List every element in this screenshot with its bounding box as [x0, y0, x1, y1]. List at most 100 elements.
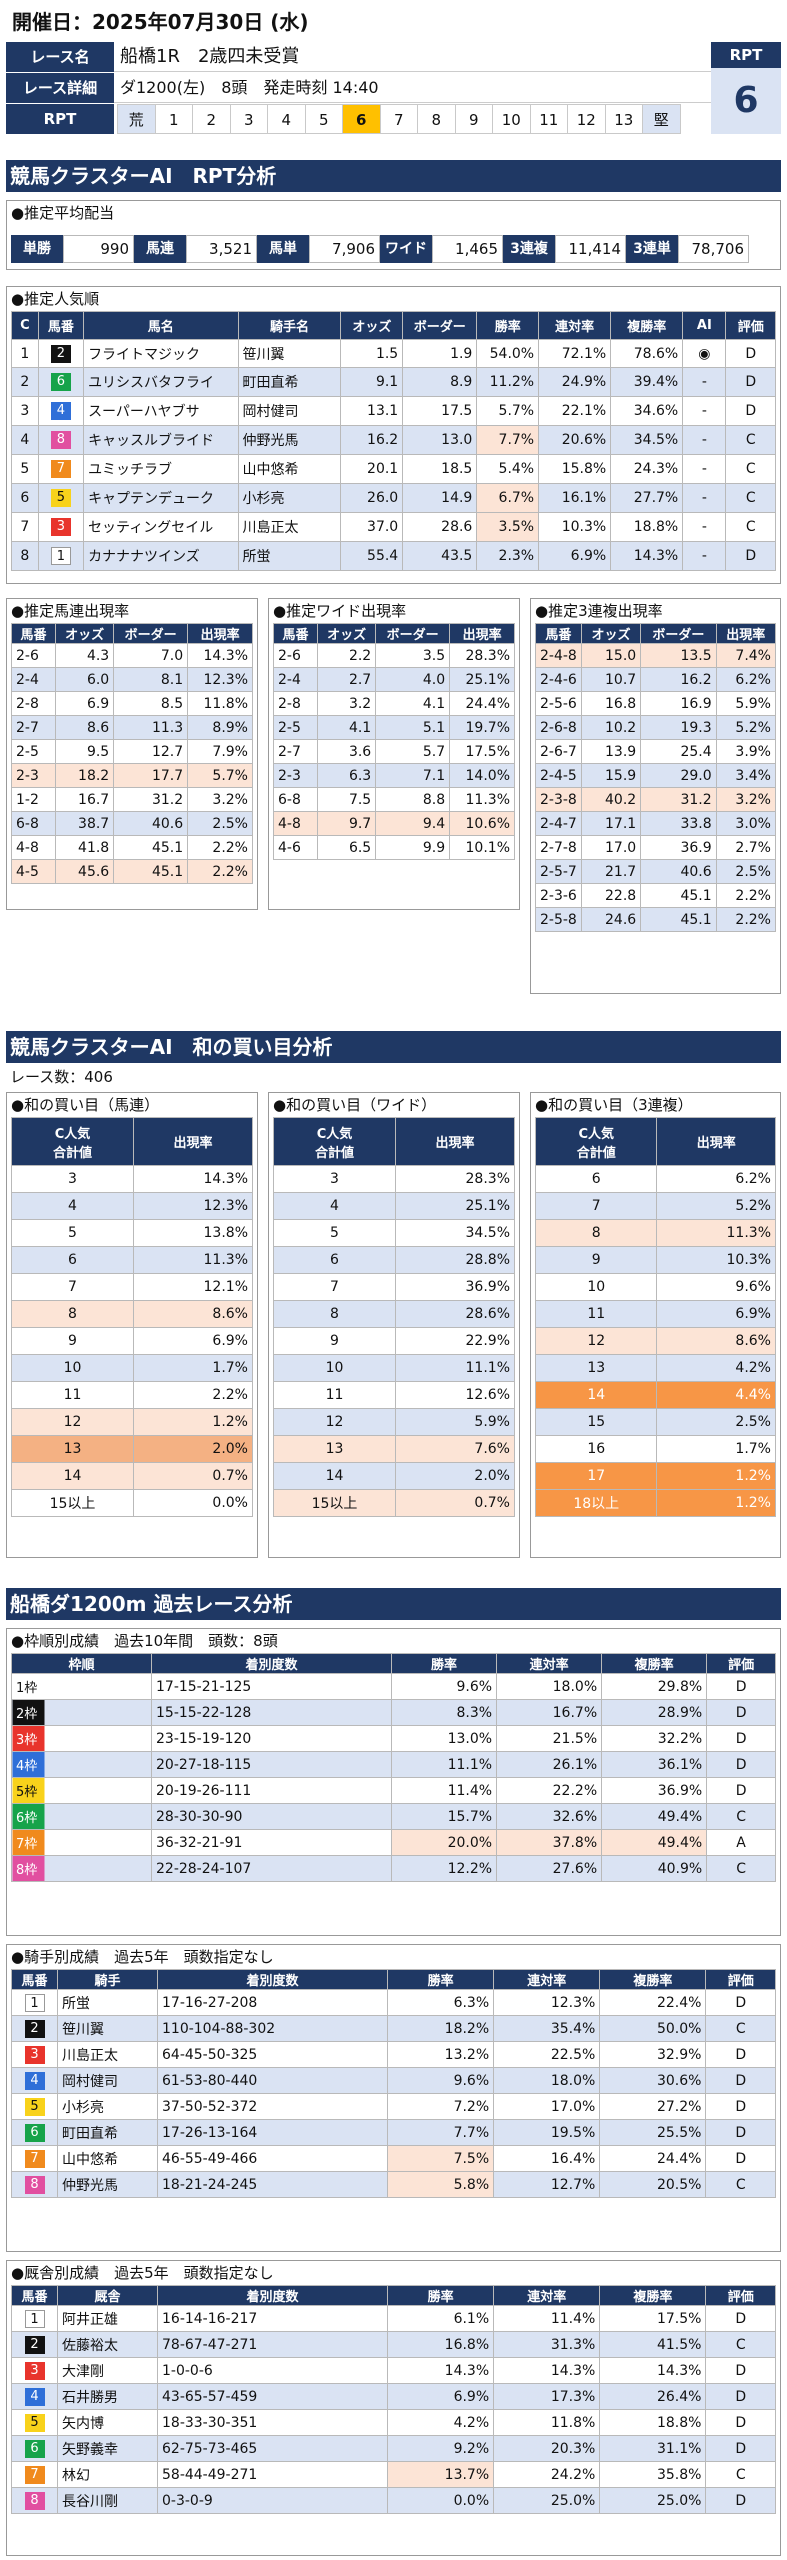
- waku-title: ●枠順別成績 過去10年間 頭数：8頭: [11, 1632, 278, 1650]
- table-row: 11 2.2%: [11, 1381, 254, 1409]
- column-header: 複勝率: [599, 1969, 707, 1990]
- column-header: ボーダー: [640, 623, 717, 644]
- cell: 1-0-0-6: [157, 2357, 388, 2384]
- table-row: 1 所蛍 17-16-27-208 6.3% 12.3% 22.4% D: [11, 1989, 776, 2016]
- waku-badge: 6: [24, 2123, 45, 2142]
- cell: 15.0: [580, 643, 642, 668]
- cell: D: [705, 2409, 776, 2436]
- table-row: 2-6 2.2 3.5 28.3%: [273, 643, 515, 668]
- cell: 0.0%: [132, 1489, 254, 1517]
- cell: 4-8: [11, 835, 56, 860]
- cell: 4: [11, 425, 39, 456]
- table-row: 2-4-7 17.1 33.8 3.0%: [535, 811, 777, 836]
- cell: 36.1%: [601, 1751, 708, 1778]
- wa-umaren-table: C人気 合計値 出現率 3 14.3% 4 12.3% 5 13.8% 6 11.3% 7 12.1%…: [11, 1117, 254, 1517]
- wa-wide-box: ●和の買い目（ワイド） C人気 合計値 出現率 3 28.3% 4 25.1% 5 34.5%…: [268, 1092, 520, 1558]
- payout-label: 単勝: [11, 235, 63, 263]
- cell: 6.7%: [476, 483, 540, 514]
- rpt-scale-cell: 10: [492, 104, 531, 134]
- cell: 25.1%: [449, 667, 515, 692]
- waku-badge: 6: [50, 373, 71, 392]
- horse-number: 2: [11, 2015, 58, 2042]
- table-row: 3 川島正太 64-45-50-325 13.2% 22.5% 32.9% D: [11, 2041, 776, 2068]
- cell: 22.5%: [493, 2041, 601, 2068]
- cell: -: [682, 483, 727, 514]
- table-row: 2枠 15-15-22-128 8.3% 16.7% 28.9% D: [11, 1699, 776, 1726]
- payout-value: 11,414: [555, 235, 626, 263]
- cell: 4.0: [375, 667, 451, 692]
- cell: 31.2: [640, 787, 717, 812]
- cell: 7.6%: [394, 1435, 516, 1463]
- cell: 9.4: [375, 811, 451, 836]
- cell: 14.3%: [187, 643, 253, 668]
- horse-number: 3: [11, 2357, 58, 2384]
- cell: 6: [11, 483, 39, 514]
- cell: D: [725, 396, 776, 427]
- popular-table: C 馬番 馬名 騎手名 オッズ ボーダー 勝率 連対率 複勝率 AI 評価 1 2 フライトマジック 笹川翼…: [11, 311, 776, 571]
- cell: -: [682, 541, 727, 571]
- cell: 3: [273, 1165, 396, 1193]
- waku-badge: 1枠: [16, 1681, 38, 1696]
- cell: 17.0%: [493, 2093, 601, 2120]
- column-header: 馬番: [273, 623, 318, 644]
- cell: 2-7: [11, 715, 56, 740]
- cell: 8: [11, 541, 39, 571]
- cell: 34.5%: [394, 1219, 516, 1247]
- cell: 0.7%: [132, 1462, 254, 1490]
- section-course-analysis: 船橋ダ1200m 過去レース分析: [6, 1588, 781, 1620]
- cell: 36.9%: [601, 1777, 708, 1804]
- table-row: 4 25.1%: [273, 1192, 516, 1220]
- payout-value: 1,465: [432, 235, 503, 263]
- horse-number: 5: [11, 2409, 58, 2436]
- table-row: 4-6 6.5 9.9 10.1%: [273, 835, 515, 860]
- cell: D: [725, 541, 776, 571]
- cell: 1.2%: [656, 1489, 776, 1517]
- cell: 6.9%: [538, 541, 612, 571]
- cell: -: [682, 512, 727, 542]
- cell: C: [705, 2015, 776, 2042]
- horse-number: 1: [11, 2305, 58, 2332]
- table-row: 5 小杉亮 37-50-52-372 7.2% 17.0% 27.2% D: [11, 2093, 776, 2120]
- horse-number: 1: [11, 1989, 58, 2016]
- cell: 28.8%: [394, 1246, 516, 1274]
- wa-umaren-box: ●和の買い目（馬連） C人気 合計値 出現率 3 14.3% 4 12.3% 5 13.8% 6…: [6, 1092, 258, 1558]
- table-row: 5 13.8%: [11, 1219, 254, 1247]
- cell: 18.2%: [386, 2015, 495, 2042]
- cell: 18.8%: [610, 512, 684, 542]
- cell: 10.6%: [449, 811, 515, 836]
- cell: 2-4: [11, 667, 56, 692]
- cell: 12.6%: [394, 1381, 516, 1409]
- table-row: 2 6 ユリシスバタフライ 町田直希 9.1 8.9 11.2% 24.9% 39.4% - D: [11, 367, 776, 398]
- column-header: 馬番: [535, 623, 582, 644]
- cell: 24.2%: [493, 2461, 601, 2488]
- cell: 18.0%: [493, 2067, 601, 2094]
- cell: 16.2: [640, 667, 717, 692]
- column-header: 連対率: [538, 311, 612, 340]
- cell: 2-6: [11, 643, 56, 668]
- cell: 11.3%: [656, 1219, 776, 1247]
- cell: 50.0%: [599, 2015, 707, 2042]
- cell: 31.2: [113, 787, 189, 812]
- cell: 7.1: [375, 763, 451, 788]
- horse-number: 1: [37, 541, 85, 571]
- cell: 16: [534, 1435, 658, 1463]
- cell: 2: [11, 367, 39, 398]
- column-header: C人気 合計値: [534, 1117, 658, 1166]
- cell: 11.1%: [390, 1751, 498, 1778]
- cell: 12.7%: [493, 2171, 601, 2198]
- cell: 3.2%: [715, 787, 777, 812]
- rpt-scale: 荒 1 2 3 4 5 6 7 8 9 10 11 12 13 堅: [117, 104, 681, 134]
- table-row: 10 1.7%: [11, 1354, 254, 1382]
- cell: 3.6: [316, 739, 377, 764]
- cell: 16.7: [54, 787, 115, 812]
- cell: 23-15-19-120: [151, 1725, 392, 1752]
- race-detail: ダ1200(左) 8頭 発走時刻 14:40: [114, 73, 714, 103]
- cell: 49.4%: [601, 1829, 708, 1856]
- rpt-scale-cell: 7: [379, 104, 418, 134]
- sanren-table: 馬番 オッズ ボーダー 出現率 2-4-8 15.0 13.5 7.4% 2-4-6 10.7 16…: [535, 623, 777, 932]
- cell: 13.5: [640, 643, 717, 668]
- cell: 27.7%: [610, 483, 684, 514]
- table-row: 2-7-8 17.0 36.9 2.7%: [535, 835, 777, 860]
- cell: -: [682, 367, 727, 398]
- cell: 34.6%: [610, 396, 684, 427]
